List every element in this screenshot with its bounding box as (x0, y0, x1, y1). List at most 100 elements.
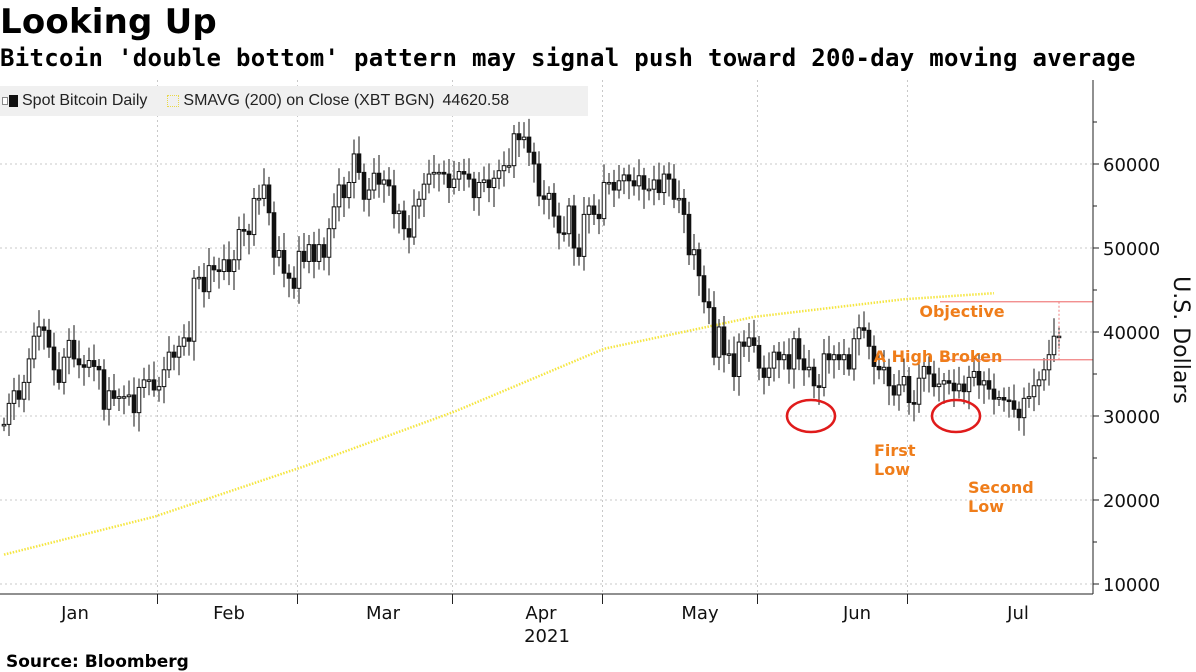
candle-body (26, 358, 32, 383)
candle-body (311, 244, 317, 262)
candle-body (571, 205, 577, 249)
candle-body (101, 369, 107, 410)
candle-body (221, 259, 227, 273)
candle-body (761, 367, 767, 378)
candle-body (1026, 396, 1032, 399)
candle-body (746, 337, 752, 347)
candle-body (666, 173, 672, 180)
legend-candle-label: Spot Bitcoin Daily (22, 92, 148, 109)
candle-body (996, 397, 1002, 400)
candle-body (636, 175, 642, 187)
candle-body (626, 174, 632, 182)
candle-body (326, 228, 332, 258)
candle-body (971, 370, 977, 378)
candle-body (926, 365, 932, 375)
annotation: A High Broken (874, 347, 1003, 366)
candle-body (1006, 399, 1012, 403)
candle-body (931, 373, 937, 388)
candle-body (756, 344, 762, 369)
annotation: Objective (919, 302, 1004, 321)
candle-body (826, 353, 832, 361)
candle-body (206, 265, 212, 293)
candle-body (841, 354, 847, 361)
candle-body (786, 354, 792, 370)
candle-body (121, 396, 127, 399)
chart-subtitle: Bitcoin 'double bottom' pattern may sign… (0, 44, 1136, 72)
candle-body (616, 180, 622, 191)
candle-body (956, 383, 962, 392)
candle-body (386, 179, 392, 187)
candle-body (146, 379, 152, 382)
annotation: First (874, 441, 916, 460)
candle-body (1011, 400, 1017, 410)
y-axis: 10000 20000 30000 40000 50000 60000 (1092, 80, 1160, 596)
candle-body (936, 383, 942, 388)
candle-body (406, 228, 412, 238)
candle-body (91, 360, 97, 367)
candle-body (651, 179, 657, 190)
candle-body (286, 272, 292, 279)
candle-body (731, 353, 737, 378)
x-tick-label: Jan (60, 603, 89, 624)
candle-body (366, 189, 372, 200)
candle-body (96, 365, 102, 371)
candle-body (141, 379, 147, 388)
candle-body (646, 188, 652, 192)
candle-body (226, 259, 232, 273)
x-axis: Jan Feb Mar Apr May Jun Jul 2021 (0, 593, 1093, 647)
candle-body (376, 172, 382, 185)
candle-body (1001, 397, 1007, 401)
annotation: Low (968, 497, 1004, 516)
candle-body (876, 365, 882, 371)
candle-body (921, 365, 927, 379)
y-tick-label: 40000 (1103, 323, 1160, 344)
candle-body (391, 185, 397, 215)
candle-body (1041, 369, 1047, 381)
candle-body (236, 229, 242, 261)
candle-body (751, 337, 757, 346)
candle-body (941, 380, 947, 385)
candle-body (901, 376, 907, 386)
y-tick-label: 10000 (1103, 575, 1160, 596)
candle-body (496, 170, 502, 179)
candle-body (281, 250, 287, 274)
candle-body (471, 178, 477, 199)
candle-body (106, 390, 112, 410)
candle-body (986, 380, 992, 390)
candle-body (526, 136, 532, 153)
candle-body (76, 358, 82, 366)
candle-body (1036, 379, 1042, 387)
candle-body (896, 384, 902, 396)
candle-body (166, 351, 172, 371)
candle-body (481, 179, 487, 183)
candle-body (421, 183, 427, 200)
candle-body (31, 335, 37, 360)
sma-legend-icon (167, 95, 180, 107)
candle-body (156, 386, 162, 391)
candle-body (766, 367, 772, 378)
candle-body (211, 265, 217, 271)
candle-body (291, 277, 297, 289)
candle-body (641, 175, 647, 190)
candle-body (436, 171, 442, 175)
candle-body (621, 174, 627, 182)
candle-body (66, 339, 72, 358)
candle-body (536, 163, 542, 197)
x-tick-label: Jun (842, 603, 871, 624)
candle-body (741, 341, 747, 347)
candle-body (186, 337, 192, 342)
candle-body (51, 346, 57, 371)
candle-body (181, 337, 187, 347)
candle-body (991, 388, 997, 400)
low-marker-circle (785, 398, 837, 434)
candle-body (1021, 397, 1027, 419)
candle-body (821, 353, 827, 388)
candle-body (316, 244, 322, 262)
candle-body (771, 351, 777, 369)
candle-body (946, 380, 952, 384)
candle-body (271, 212, 277, 258)
candle-body (361, 171, 367, 200)
candle-body (831, 354, 837, 361)
candle-body (251, 197, 257, 236)
